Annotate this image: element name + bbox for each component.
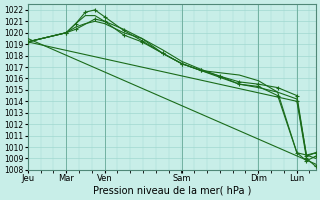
X-axis label: Pression niveau de la mer( hPa ): Pression niveau de la mer( hPa ) [92, 186, 251, 196]
